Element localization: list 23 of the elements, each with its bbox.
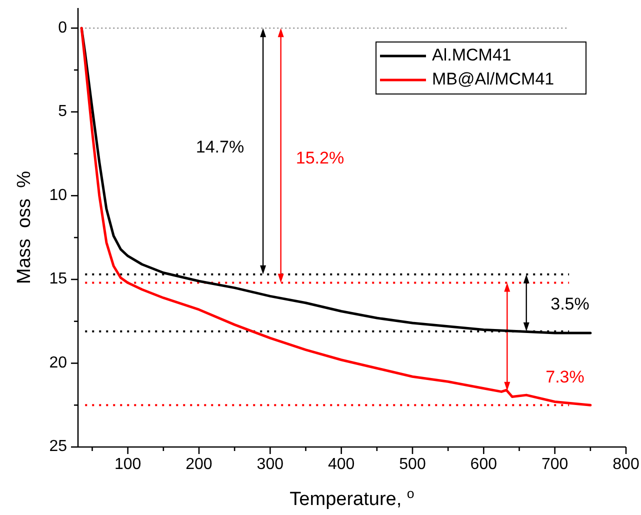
x-tick-label: 100 bbox=[114, 456, 142, 473]
x-axis-title: Temperature, $^{o}$ bbox=[290, 486, 414, 510]
y-tick-label: 10 bbox=[49, 186, 68, 204]
annotation: 3.5% bbox=[550, 294, 590, 314]
y-tick-label: 5 bbox=[58, 103, 68, 120]
y-tick-label: 20 bbox=[49, 354, 68, 372]
x-tick-label: 700 bbox=[541, 456, 568, 473]
y-tick-label: 0 bbox=[58, 19, 68, 36]
annotation: 14.7% bbox=[196, 137, 244, 156]
annotation: 15.2% bbox=[296, 148, 344, 168]
x-tick-label: 800 bbox=[612, 456, 640, 473]
legend-label: MB@Al/MCM41 bbox=[432, 69, 554, 88]
x-tick-label: 500 bbox=[399, 456, 426, 473]
y-tick-label: 25 bbox=[49, 438, 68, 456]
x-tick-label: 400 bbox=[328, 456, 355, 473]
y-axis-title: Mass oss % bbox=[14, 170, 35, 284]
x-tick-label: 300 bbox=[256, 456, 284, 473]
legend-label: Al.MCM41 bbox=[432, 45, 512, 64]
line-series bbox=[80, 26, 592, 406]
x-tick-label: 600 bbox=[470, 456, 498, 473]
annotation: 7.3% bbox=[546, 367, 584, 386]
x-tick-label: 200 bbox=[186, 456, 212, 473]
y-tick-label: 15 bbox=[49, 270, 68, 288]
